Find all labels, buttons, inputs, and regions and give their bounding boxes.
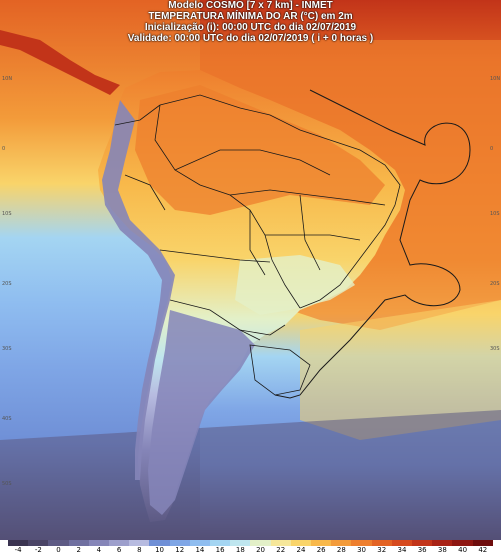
latitude-ticks: 10N 0 10S 20S 30S 40S 50S 10N 0 10S 20S … — [2, 76, 500, 487]
color-legend-swatch — [351, 540, 372, 546]
color-legend-strip — [8, 540, 493, 546]
svg-text:10S: 10S — [490, 211, 500, 217]
color-legend-tick: 16 — [215, 546, 225, 554]
color-legend-swatch — [432, 540, 453, 546]
color-legend-swatch — [452, 540, 473, 546]
header-variable: TEMPERATURA MÍNIMA DO AR (°C) em 2m — [148, 11, 353, 22]
svg-text:30S: 30S — [490, 346, 500, 352]
color-legend-tick: 4 — [96, 546, 102, 554]
color-legend-swatch — [331, 540, 352, 546]
color-legend-tick: 10 — [155, 546, 164, 554]
model-domain-boundary — [274, 89, 471, 399]
color-legend-swatch — [250, 540, 271, 546]
color-legend-swatch — [391, 540, 413, 546]
svg-text:0: 0 — [2, 146, 5, 152]
color-legend-tick: 38 — [437, 546, 447, 554]
color-legend-tick: 8 — [137, 546, 142, 554]
color-legend-swatch — [270, 540, 291, 546]
color-legend: -4 -2 0 2 4 6 8 10 12 14 16 18 20 22 24 26 28 30 32 34 36 38 4… — [0, 540, 501, 555]
color-legend-swatch — [149, 540, 170, 546]
color-legend-swatch — [230, 540, 251, 546]
svg-text:10N: 10N — [490, 76, 500, 82]
svg-text:10N: 10N — [2, 76, 12, 82]
color-legend-swatch — [28, 540, 49, 546]
temperature-map: 10N 0 10S 20S 30S 40S 50S 10N 0 10S 20S … — [0, 0, 501, 540]
map-header: Modelo COSMO [7 x 7 km] - INMET TEMPERAT… — [0, 0, 501, 44]
svg-text:40S: 40S — [2, 416, 12, 422]
central-america — [0, 30, 120, 95]
southern-brazil-mild-zone — [235, 255, 355, 315]
header-valid: Validade: 00:00 UTC do dia 02/07/2019 ( … — [127, 33, 374, 44]
svg-text:50S: 50S — [2, 481, 12, 487]
svg-text:0: 0 — [490, 146, 493, 152]
color-legend-tick: 0 — [56, 546, 61, 554]
color-legend-tick: 26 — [316, 546, 326, 554]
color-legend-swatch — [129, 540, 150, 546]
color-legend-tick: 42 — [478, 546, 488, 554]
cool-ocean-band — [300, 300, 501, 440]
color-legend-tick: 20 — [256, 546, 265, 554]
color-legend-tick: 14 — [195, 546, 205, 554]
color-legend-tick: 34 — [397, 546, 407, 554]
svg-text:20S: 20S — [490, 281, 500, 287]
southern-cold-band — [0, 410, 501, 540]
color-legend-swatch — [290, 540, 312, 546]
color-legend-ticks: -4 -2 0 2 4 6 8 10 12 14 16 18 20 22 24 26 28 30 32 34 36 38 4… — [8, 546, 493, 555]
color-legend-swatch — [210, 540, 231, 546]
header-init: Inicialização (i): 00:00 UTC do dia 02/0… — [144, 22, 357, 33]
color-legend-tick: 24 — [296, 546, 306, 554]
political-boundaries — [114, 94, 401, 396]
color-legend-tick: -2 — [34, 546, 42, 554]
color-legend-swatch — [8, 540, 29, 546]
color-legend-tick: -4 — [14, 546, 22, 554]
color-legend-tick: 18 — [235, 546, 245, 554]
color-legend-swatch — [189, 540, 211, 546]
color-legend-tick: 28 — [336, 546, 346, 554]
color-legend-tick: 22 — [276, 546, 286, 554]
color-legend-swatch — [48, 540, 69, 546]
svg-text:30S: 30S — [2, 346, 12, 352]
color-legend-tick: 32 — [377, 546, 387, 554]
color-legend-tick: 6 — [116, 546, 122, 554]
color-legend-swatch — [472, 540, 493, 546]
color-legend-tick: 12 — [175, 546, 185, 554]
color-legend-swatch — [169, 540, 190, 546]
color-legend-tick: 36 — [417, 546, 427, 554]
color-legend-swatch — [311, 540, 332, 546]
patagonia-cold-zone — [148, 310, 255, 515]
color-legend-swatch — [68, 540, 89, 546]
color-legend-swatch — [412, 540, 433, 546]
color-legend-swatch — [109, 540, 130, 546]
color-legend-swatch — [88, 540, 110, 546]
svg-text:10S: 10S — [2, 211, 12, 217]
svg-text:20S: 20S — [2, 281, 12, 287]
header-model: Modelo COSMO [7 x 7 km] - INMET — [168, 0, 333, 11]
color-legend-tick: 40 — [458, 546, 468, 554]
color-legend-tick: 2 — [76, 546, 81, 554]
color-legend-swatch — [371, 540, 392, 546]
color-legend-tick: 30 — [357, 546, 367, 554]
